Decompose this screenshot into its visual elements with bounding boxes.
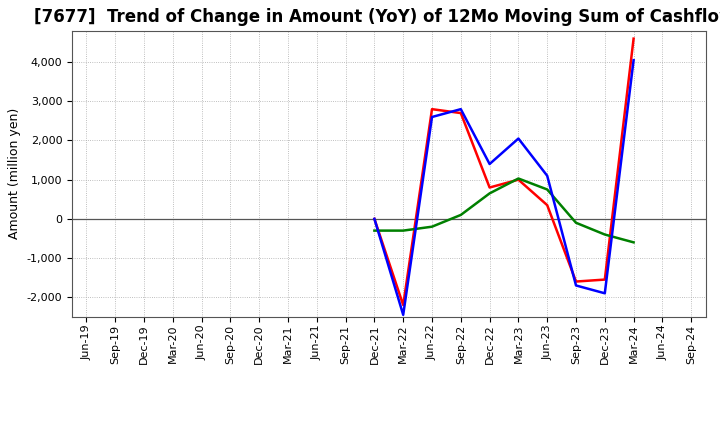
Free Cashflow: [600, 291, 609, 296]
Investing Cashflow: [514, 176, 523, 181]
Investing Cashflow: [485, 191, 494, 196]
Free Cashflow: [428, 114, 436, 120]
Operating Cashflow: [428, 106, 436, 112]
Free Cashflow: [399, 312, 408, 318]
Operating Cashflow: [543, 202, 552, 208]
Free Cashflow: [543, 173, 552, 178]
Free Cashflow: [370, 216, 379, 221]
Operating Cashflow: [399, 302, 408, 308]
Investing Cashflow: [428, 224, 436, 229]
Operating Cashflow: [485, 185, 494, 190]
Operating Cashflow: [456, 110, 465, 116]
Line: Free Cashflow: Free Cashflow: [374, 60, 634, 315]
Investing Cashflow: [399, 228, 408, 233]
Investing Cashflow: [370, 228, 379, 233]
Line: Investing Cashflow: Investing Cashflow: [374, 179, 634, 242]
Line: Operating Cashflow: Operating Cashflow: [374, 39, 634, 305]
Free Cashflow: [514, 136, 523, 141]
Operating Cashflow: [629, 36, 638, 41]
Free Cashflow: [485, 161, 494, 167]
Operating Cashflow: [514, 177, 523, 182]
Free Cashflow: [572, 283, 580, 288]
Investing Cashflow: [600, 232, 609, 237]
Investing Cashflow: [629, 240, 638, 245]
Free Cashflow: [629, 58, 638, 63]
Free Cashflow: [456, 106, 465, 112]
Operating Cashflow: [370, 216, 379, 221]
Operating Cashflow: [572, 279, 580, 284]
Operating Cashflow: [600, 277, 609, 282]
Investing Cashflow: [572, 220, 580, 225]
Investing Cashflow: [543, 187, 552, 192]
Y-axis label: Amount (million yen): Amount (million yen): [8, 108, 21, 239]
Title: [7677]  Trend of Change in Amount (YoY) of 12Mo Moving Sum of Cashflows: [7677] Trend of Change in Amount (YoY) o…: [34, 8, 720, 26]
Investing Cashflow: [456, 212, 465, 217]
